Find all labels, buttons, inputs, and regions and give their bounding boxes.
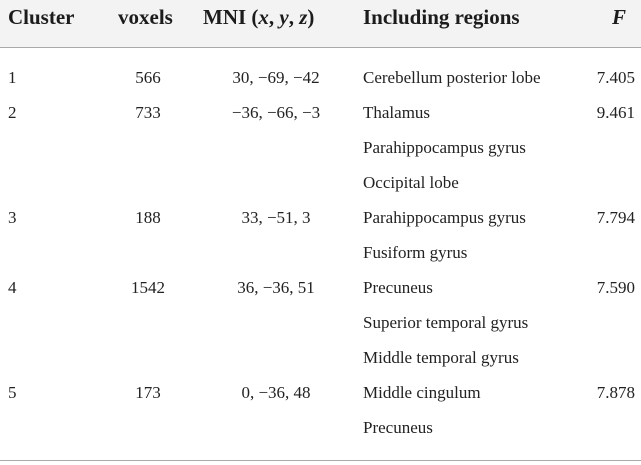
region-name: Parahippocampus gyrus [363, 138, 526, 157]
header-f: F [612, 5, 627, 29]
header-voxels: voxels [118, 5, 173, 29]
header-mni: MNI (x, y, z) [203, 5, 315, 29]
cell-voxels: 566 [135, 68, 161, 87]
cell-regions: Cerebellum posterior lobe [363, 60, 541, 95]
cell-voxels: 733 [135, 103, 161, 122]
cell-mni: 30, −69, −42 [232, 68, 320, 87]
region-name: Precuneus [363, 278, 433, 297]
cell-cluster: 3 [8, 208, 17, 227]
cell-f-value: 7.794 [596, 208, 635, 227]
cell-f-value: 7.405 [596, 68, 635, 87]
cell-cluster: 4 [8, 278, 17, 297]
cell-regions: Thalamus Parahippocampus gyrus Occipital l… [363, 95, 526, 200]
cell-regions: Parahippocampus gyrus Fusiform gyrus [363, 200, 526, 270]
header-cluster: Cluster [8, 5, 75, 29]
region-name: Cerebellum posterior lobe [363, 68, 541, 87]
region-name: Thalamus [363, 103, 431, 122]
cell-regions: Middle cingulum Precuneus [363, 375, 481, 445]
region-name: Superior temporal gyrus [363, 313, 529, 332]
region-name: Precuneus [363, 418, 433, 437]
cell-cluster: 1 [8, 68, 17, 87]
cell-regions: Precuneus Superior temporal gyrus Middle t… [363, 270, 528, 375]
cell-f-value: 7.590 [596, 278, 635, 297]
table-bottom-rule [0, 460, 641, 461]
cell-voxels: 1542 [131, 278, 165, 297]
cell-f-value: 7.878 [596, 383, 635, 402]
cell-cluster: 5 [8, 383, 17, 402]
cell-mni: −36, −66, −3 [231, 103, 321, 122]
cell-cluster: 2 [8, 103, 17, 122]
region-name: Parahippocampus gyrus [363, 208, 526, 227]
region-name: Occipital lobe [363, 173, 459, 192]
cell-voxels: 173 [135, 383, 161, 402]
cell-voxels: 188 [135, 208, 161, 227]
header-divider [0, 47, 641, 48]
region-name: Fusiform gyrus [363, 243, 468, 262]
region-name: Middle temporal gyrus [363, 348, 519, 367]
header-regions: Including regions [363, 5, 520, 29]
region-name: Middle cingulum [363, 383, 481, 402]
cell-mni: 36, −36, 51 [237, 278, 315, 297]
cell-mni: 0, −36, 48 [241, 383, 311, 402]
cell-f-value: 9.461 [596, 103, 635, 122]
cell-mni: 33, −51, 3 [241, 208, 311, 227]
table-header-row: Cluster voxels MNI (x, y, z) Including r… [0, 0, 641, 48]
